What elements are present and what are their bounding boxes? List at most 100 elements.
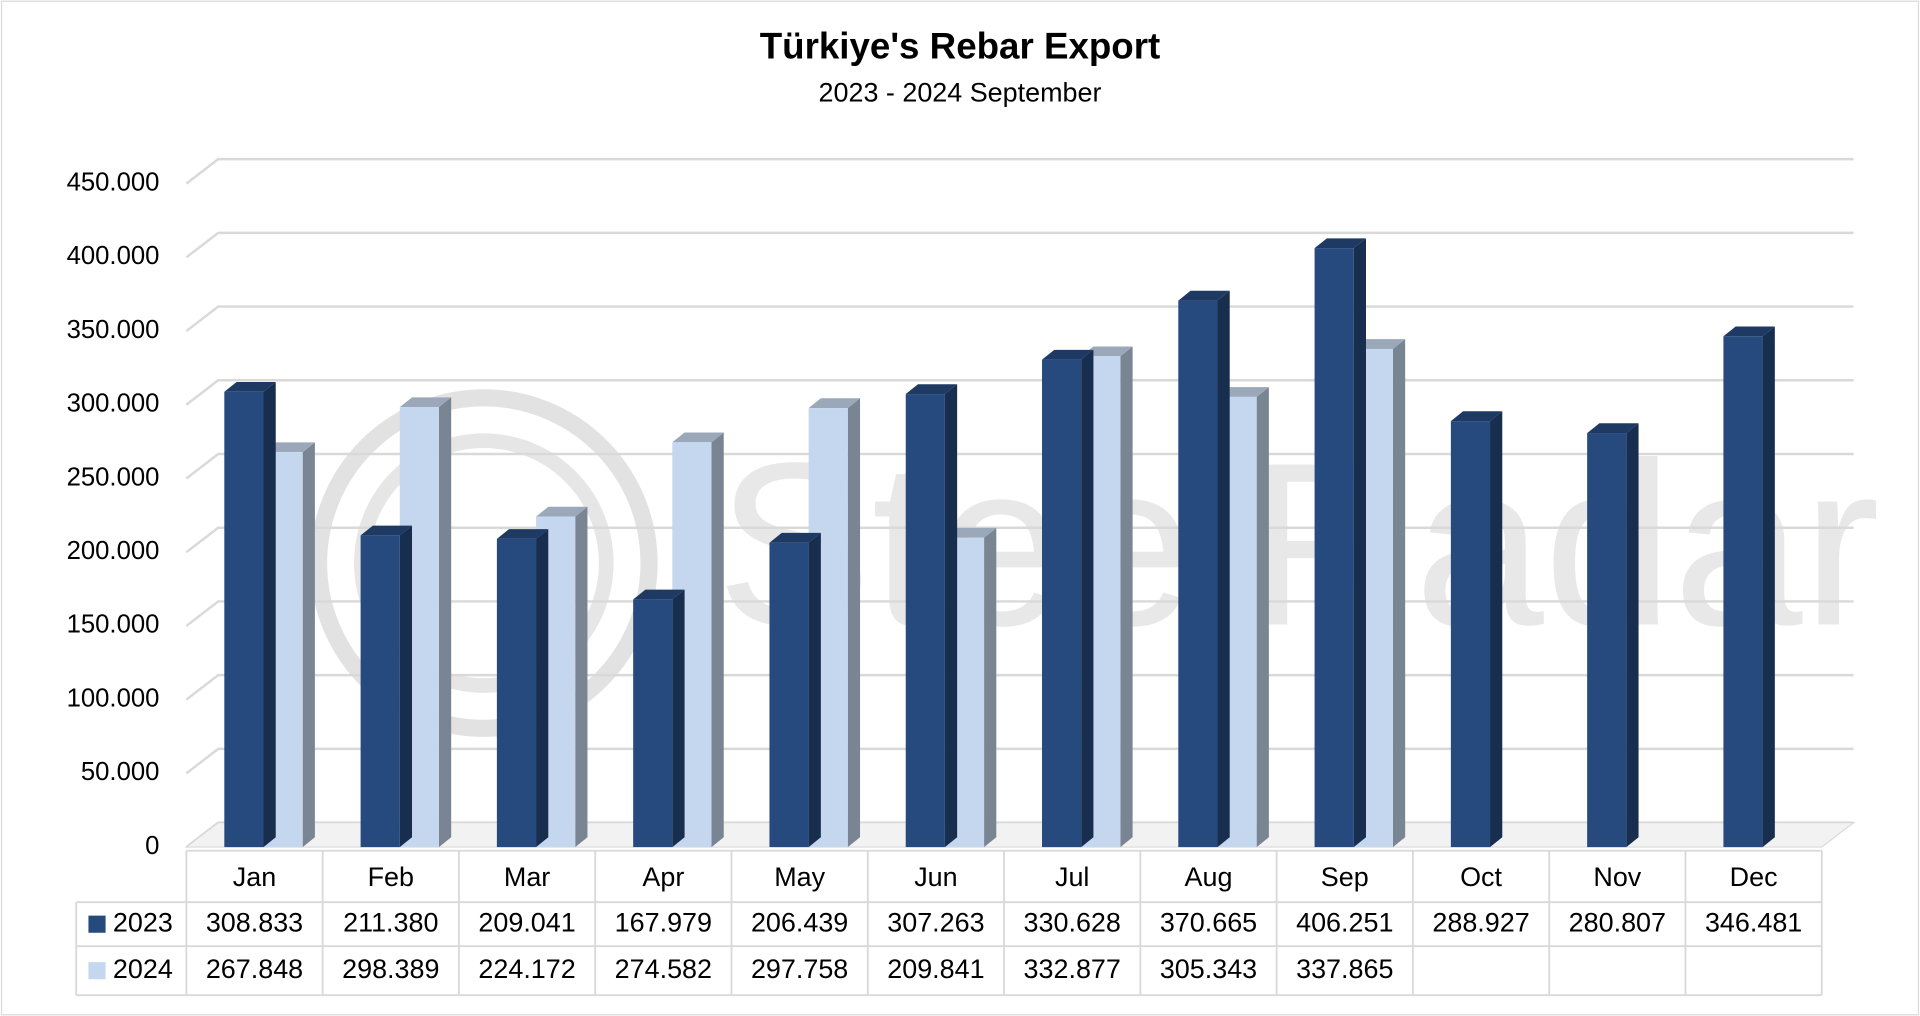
bar-top [1081,346,1133,357]
table-value: 280.807 [1569,907,1666,937]
table-value: 288.927 [1432,907,1529,937]
table-value: 406.251 [1296,907,1393,937]
bar-side [1217,290,1230,848]
bar-top [672,432,724,443]
legend-swatch [88,962,106,980]
bar-side [808,532,821,848]
grid-line [185,600,1854,627]
bar-side [1081,349,1094,848]
x-tick-label: Jul [1055,862,1089,892]
x-tick-label: Apr [642,862,684,892]
table-value: 332.877 [1024,954,1121,984]
table-value: 167.979 [615,907,712,937]
bar [633,599,673,848]
x-tick-label: Jun [914,862,957,892]
bar-side [1256,387,1269,848]
y-tick-label: 100.000 [67,684,160,712]
y-tick-label: 50.000 [81,758,160,786]
table-value: 337.865 [1296,954,1393,984]
x-tick-label: Jan [233,862,276,892]
bar-side [847,398,861,848]
bar-top [536,506,588,517]
bar-side [672,589,685,848]
bar [1314,248,1354,848]
bar [496,538,537,848]
table-value: 298.389 [342,954,439,984]
grid-line [185,305,1854,333]
table-value: 308.833 [206,907,303,937]
bar-top [905,384,958,395]
bar [1042,359,1082,848]
x-tick-label: Oct [1460,862,1502,892]
table-value: 209.841 [887,954,984,984]
bar-side [1120,346,1133,848]
y-tick-label: 450.000 [67,168,160,196]
grid-line [185,379,1854,406]
bar-top [1450,411,1503,422]
bar-top [496,529,549,539]
bar-top [263,442,315,453]
bar-side [1392,339,1406,848]
floor [184,821,1856,848]
legend-label: 2024 [113,954,173,984]
bar [1723,336,1763,848]
y-tick-label: 0 [145,832,159,860]
grid-line [185,747,1854,775]
bar-side [399,525,413,848]
bar-top [1217,387,1269,397]
table-value: 274.582 [615,954,712,984]
y-tick-label: 250.000 [67,463,160,491]
table-value: 370.665 [1160,907,1257,937]
bar-side [1762,326,1775,848]
y-tick-label: 400.000 [67,242,160,270]
y-tick-label: 150.000 [67,611,160,639]
bar [769,542,809,848]
bar [905,394,945,848]
grid-line [185,157,1854,185]
bar-side [536,529,549,848]
bar-top [808,398,861,409]
legend-label: 2023 [113,907,173,937]
table-value: 305.343 [1160,954,1257,984]
table-value: 297.758 [751,954,848,984]
bar-side [711,432,724,848]
table-value: 206.439 [751,907,848,937]
legend-swatch [88,915,106,933]
bar-top [1314,238,1366,249]
x-tick-label: Sep [1321,862,1369,892]
watermark-ring [310,389,658,737]
bar-top [1587,423,1639,434]
chart-title: Türkiye's Rebar Export [760,26,1161,67]
bar-side [1353,238,1366,848]
bar-top [1178,290,1230,301]
y-tick-label: 350.000 [67,316,160,344]
bar-side [1626,423,1639,848]
bar-side [575,506,588,848]
bar-top [360,525,413,536]
bar-side [1490,411,1503,848]
bar-top [399,397,452,408]
bar-top [1042,349,1094,360]
bar [360,535,400,848]
table-value: 211.380 [343,907,438,937]
table-value: 307.263 [887,907,984,937]
bar-top [224,381,276,392]
chart-subtitle: 2023 - 2024 September [819,77,1102,107]
y-tick-label: 200.000 [67,537,160,565]
bar-side [438,397,452,848]
y-tick-label: 300.000 [67,390,160,418]
bar [1450,421,1491,848]
x-tick-label: Mar [504,862,550,892]
bar-top [633,589,685,600]
table-value: 330.628 [1024,907,1121,937]
grid-line [185,526,1854,554]
table-value: 224.172 [478,954,575,984]
grid-line [185,231,1854,259]
bar [1587,433,1627,848]
x-tick-label: Aug [1185,862,1233,892]
bar-top [769,532,821,543]
x-tick-label: Dec [1730,862,1778,892]
bar-side [944,384,958,848]
